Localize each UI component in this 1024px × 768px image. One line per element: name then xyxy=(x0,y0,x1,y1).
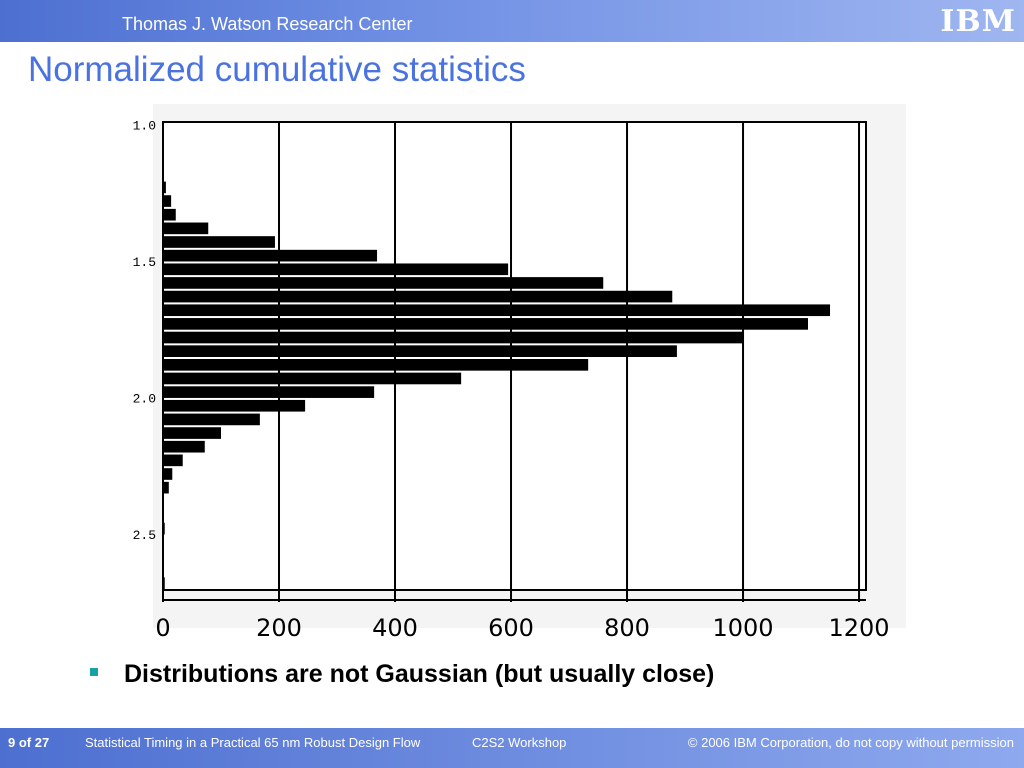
venue: C2S2 Workshop xyxy=(472,735,567,750)
bar xyxy=(163,331,744,344)
bar xyxy=(163,359,589,371)
y-tick-label: 2.5 xyxy=(133,528,156,543)
slide-title: Normalized cumulative statistics xyxy=(28,50,526,89)
bar xyxy=(163,440,205,453)
bar xyxy=(163,277,604,289)
bar xyxy=(163,249,378,262)
bar xyxy=(163,345,677,357)
y-tick-label: 2.0 xyxy=(133,391,156,406)
logo: IBM xyxy=(940,4,1016,39)
bar xyxy=(163,522,165,535)
bar xyxy=(163,454,183,467)
chart: 0 200 400 600 800 1000 1200 1.0 1.5 2.0 2.5 xyxy=(133,104,906,642)
bar xyxy=(163,413,260,426)
bar xyxy=(163,304,831,317)
x-tick-label: 600 xyxy=(488,614,534,642)
bar xyxy=(163,318,808,330)
y-tick-label: 1.5 xyxy=(133,255,156,270)
bar xyxy=(163,263,509,276)
bar xyxy=(163,236,275,248)
bar xyxy=(163,208,176,221)
footer: 9 of 27 Statistical Timing in a Practica… xyxy=(0,728,1024,768)
x-tick-label: 400 xyxy=(372,614,418,642)
bar xyxy=(163,577,165,589)
x-tick-label: 800 xyxy=(604,614,650,642)
bar xyxy=(163,399,306,412)
page-number: 9 of 27 xyxy=(8,735,50,750)
bar xyxy=(163,386,375,398)
x-tick-label: 200 xyxy=(256,614,302,642)
bar xyxy=(163,290,673,303)
header-bar: Thomas J. Watson Research Center IBM xyxy=(0,0,1024,42)
copyright: © 2006 IBM Corporation, do not copy with… xyxy=(687,735,1014,750)
bullet: Distributions are not Gaussian (but usua… xyxy=(90,660,714,689)
bar xyxy=(163,195,172,207)
bar xyxy=(163,181,166,194)
bullet-text: Distributions are not Gaussian (but usua… xyxy=(124,660,715,688)
bar xyxy=(163,481,169,494)
talk-title: Statistical Timing in a Practical 65 nm … xyxy=(85,735,421,750)
bar xyxy=(163,427,222,439)
x-tick-label: 1000 xyxy=(712,614,773,642)
header-title: Thomas J. Watson Research Center xyxy=(122,14,413,34)
bar xyxy=(163,372,462,385)
x-tick-label: 0 xyxy=(155,614,170,642)
y-tick-label: 1.0 xyxy=(133,118,156,133)
bar xyxy=(163,222,209,235)
x-tick-label: 1200 xyxy=(829,614,890,642)
bar xyxy=(163,468,173,480)
